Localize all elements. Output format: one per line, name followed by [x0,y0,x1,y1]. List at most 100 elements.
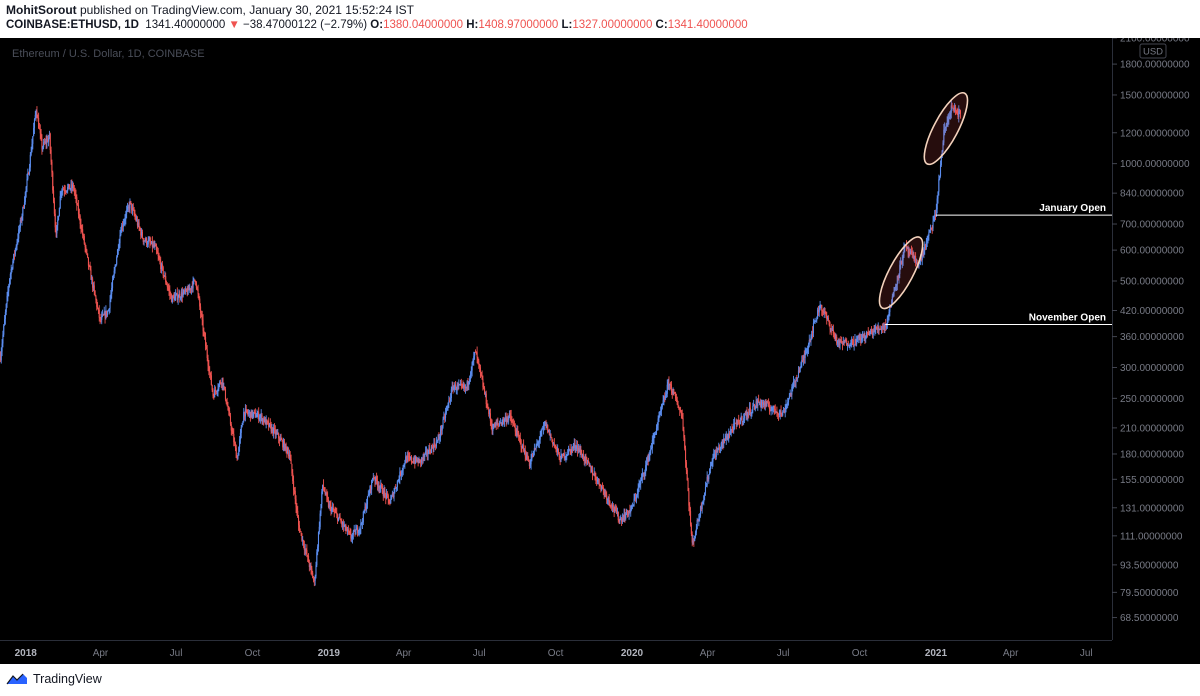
candle-body [673,390,675,392]
candle-body [44,141,46,144]
candle-body [149,240,151,243]
candle-body [31,143,33,152]
currency-badge[interactable]: USD [1139,43,1167,59]
candle-body [338,516,340,518]
candle-body [433,442,435,450]
candle-body [882,326,884,329]
candle-body [404,463,406,465]
candle-body [365,506,367,510]
candle-body [151,241,153,248]
candle-body [462,385,464,387]
candle-body [925,242,927,248]
candle-body [482,379,484,388]
chart-container[interactable]: January Open737.89000000November Open386… [0,34,1200,664]
candle-body [787,398,790,403]
candle-body [841,341,843,344]
candle-body [528,460,530,462]
author-name[interactable]: MohitSorout [6,3,77,17]
candle-body [312,572,314,579]
candle-body [455,389,457,391]
candle-body [392,493,394,498]
candle-body [125,213,127,220]
candle-body [720,443,722,447]
candle-body [545,421,547,428]
candle-body [490,420,492,425]
candle-body [301,533,303,541]
candle-body [278,433,280,439]
candle-body [141,231,143,239]
candle-body [589,465,591,467]
candle-body [5,303,7,313]
candle-body [761,402,763,404]
candle-body [72,185,74,188]
highlight-ellipse[interactable] [872,232,931,314]
candle-body [577,447,579,452]
candle-body [129,201,131,209]
candle-body [920,257,922,260]
candle-body [889,304,891,313]
candle-body [441,426,443,431]
publish-info: MohitSorout published on TradingView.com… [6,3,414,17]
candle-body [538,442,540,444]
candle-body [640,480,642,484]
candle-body [685,462,687,471]
candle-body [693,540,695,542]
candle-body [705,485,707,487]
candle-body [113,270,115,276]
candle-body [288,452,290,457]
candle-body [546,425,548,428]
candle-body [708,474,710,480]
candle-body [405,456,408,462]
candle-body [143,240,145,242]
candle-body [180,292,183,298]
candle-body [201,315,203,320]
candle-body [929,229,931,233]
candle-body [587,460,589,462]
y-tick-label: 840.00000000 [1120,189,1184,200]
candle-body [548,429,550,435]
candle-body [241,425,243,428]
tradingview-footer[interactable]: TradingView [6,672,102,686]
candle-body [169,290,171,294]
candle-body [105,310,107,318]
candle-body [718,447,720,450]
candle-body [227,405,229,410]
candle-body [483,387,485,389]
candle-body [795,377,797,383]
candle-body [812,322,814,333]
candle-body [770,409,772,412]
candle-body [737,420,739,421]
time-axis[interactable] [0,640,1112,664]
candle-body [639,483,641,485]
highlight-ellipse[interactable] [917,88,976,170]
candle-body [297,510,299,518]
candle-body [508,416,510,420]
candle-body [271,427,273,432]
candle-body [741,416,743,423]
candle-body [102,314,104,317]
price-axis[interactable] [1112,38,1200,664]
candle-body [630,509,632,513]
candle-body [148,240,150,242]
candle-body [150,242,152,244]
candle-body [724,438,726,441]
candle-body [645,462,648,466]
price-chart[interactable]: January Open737.89000000November Open386… [0,34,1200,664]
candle-body [300,531,302,534]
candle-body [644,472,646,475]
candle-body [470,370,472,375]
candle-body [387,495,389,499]
candle-body [771,409,773,410]
candle-body [183,290,185,293]
candle-body [780,410,782,414]
candle-body [800,362,802,369]
candle-body [244,409,246,417]
candle-body [327,499,330,508]
x-tick-label: Oct [852,648,868,659]
candle-body [68,184,70,190]
candle-body [903,247,905,257]
candle-body [930,227,932,229]
candle-body [652,438,654,440]
candle-body [225,399,227,404]
candle-body [355,529,357,535]
